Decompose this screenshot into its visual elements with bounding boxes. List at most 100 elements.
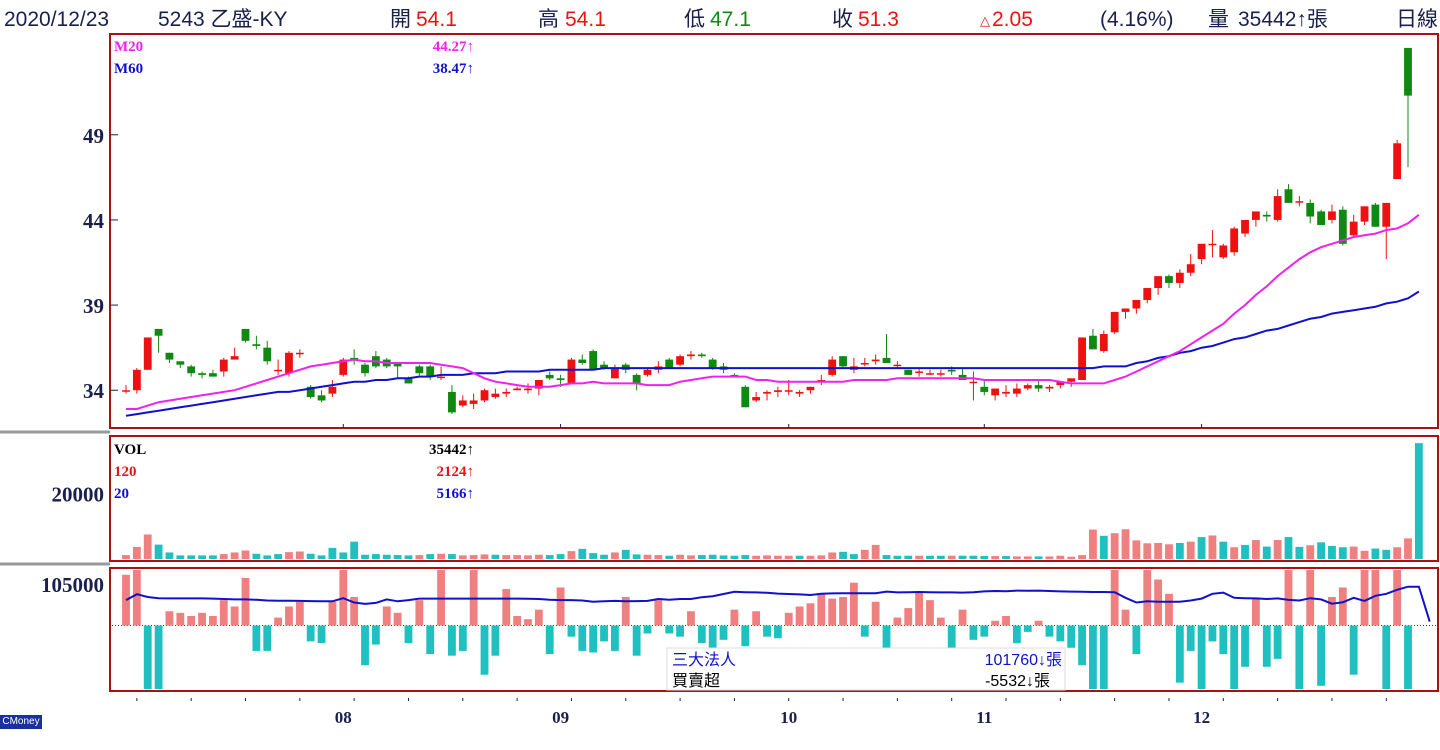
candle-body (513, 388, 522, 391)
volume-bar (697, 555, 706, 559)
candle-body (915, 371, 924, 374)
candle-body (1186, 264, 1195, 273)
volume-bar (817, 555, 826, 559)
inst-net-bar (143, 625, 152, 689)
candle-body (285, 352, 293, 374)
inst-net-bar (1284, 570, 1293, 626)
inst-net-bar (1034, 620, 1043, 626)
candle-body (154, 328, 163, 336)
candle-body (687, 354, 695, 357)
volume-bar (458, 555, 467, 559)
header-high-label: 高 (538, 8, 559, 31)
volume-bar (871, 544, 880, 559)
inst-net-bar (1067, 625, 1076, 648)
legend-m20-label: M20 (114, 39, 143, 55)
volume-bar (893, 555, 902, 559)
inst-net-bar (415, 600, 424, 626)
volume-bar (600, 554, 608, 559)
volume-bar (730, 555, 739, 559)
volume-bar (958, 555, 967, 559)
volume-bar (198, 555, 206, 559)
volume-bar (1034, 556, 1043, 559)
candle-body (806, 386, 815, 391)
inst-legend: 三大法人 101760↓張 買賣超 -5532↓張 (666, 647, 1066, 691)
volume-bar (219, 554, 228, 559)
candle-body (752, 397, 761, 401)
volume-bar (839, 551, 847, 559)
volume-bar (274, 554, 283, 559)
candle-body (1175, 272, 1184, 283)
candle-body (545, 374, 554, 379)
inst-net-bar (502, 589, 511, 626)
candle-body (448, 391, 456, 413)
candle-body (860, 362, 869, 365)
inst-net-bar (1143, 570, 1152, 626)
candle-body (534, 380, 543, 389)
candle-body (458, 400, 467, 406)
volume-bar (1175, 542, 1184, 559)
x-month-label: 09 (552, 708, 569, 727)
volume-bar (567, 551, 576, 559)
inst-net-bar (122, 574, 130, 626)
volume-bar (339, 552, 348, 559)
candle-body (947, 369, 956, 372)
volume-bar (295, 551, 304, 559)
candle-body (426, 366, 435, 377)
inst-net-bar (350, 596, 359, 626)
candle-body (1273, 196, 1282, 220)
inst-net-bar (708, 625, 717, 653)
inst-net-bar (1382, 625, 1391, 689)
candle-body (980, 386, 989, 392)
price-tick-label: 49 (83, 124, 104, 148)
inst-net-bar (1056, 625, 1065, 642)
candle-body (676, 356, 684, 365)
volume-bar (915, 555, 924, 559)
legend-m60-label: M60 (114, 61, 143, 77)
volume-bar (1002, 556, 1010, 559)
inst-net-bar (198, 612, 206, 626)
inst-net-bar (991, 620, 1000, 626)
cmoney-logo: CMoney (0, 715, 42, 729)
volume-bar (491, 554, 500, 559)
inst-net-bar (219, 600, 228, 626)
volume-bar (1067, 556, 1076, 559)
inst-net-bar (382, 606, 391, 626)
candle-body (317, 395, 326, 401)
inst-net-bar (448, 625, 456, 656)
candle-body (632, 374, 641, 384)
candle-body (404, 378, 413, 384)
candle-body (1002, 391, 1010, 394)
inst-net-bar (1165, 593, 1173, 626)
candle-body (1121, 308, 1130, 312)
candle-body (893, 364, 902, 367)
inst-net-bar (404, 625, 413, 643)
inst-net-bar (317, 625, 326, 643)
inst-net-bar (371, 625, 380, 645)
inst-net-bar (1186, 625, 1195, 651)
inst-net-bar (328, 601, 337, 626)
volume-bar (437, 553, 445, 559)
candle-body (1012, 388, 1021, 394)
volume-bar (752, 555, 761, 559)
volume-bar (947, 555, 956, 559)
volume-bar (621, 549, 630, 559)
candle-body (1360, 206, 1369, 222)
m20-line (126, 214, 1420, 410)
volume-bar (1284, 537, 1293, 559)
inst-net-bar (165, 611, 174, 626)
candle-body (1099, 334, 1108, 352)
inst-net-bar (817, 593, 826, 626)
inst-net-bar (947, 625, 956, 653)
inst-net-bar (654, 600, 663, 626)
volume-bar (991, 556, 1000, 559)
inst-net-bar (632, 625, 641, 656)
volume-bar (1121, 529, 1130, 559)
volume-bar (1338, 547, 1347, 559)
candle-body (1382, 202, 1391, 227)
volume-bar (1208, 535, 1217, 559)
inst-net-bar (513, 616, 522, 626)
inst-net-bar (697, 625, 706, 643)
inst-net-bar (784, 612, 793, 626)
inst-net-bar (1175, 625, 1184, 683)
inst-net-bar (480, 625, 489, 675)
